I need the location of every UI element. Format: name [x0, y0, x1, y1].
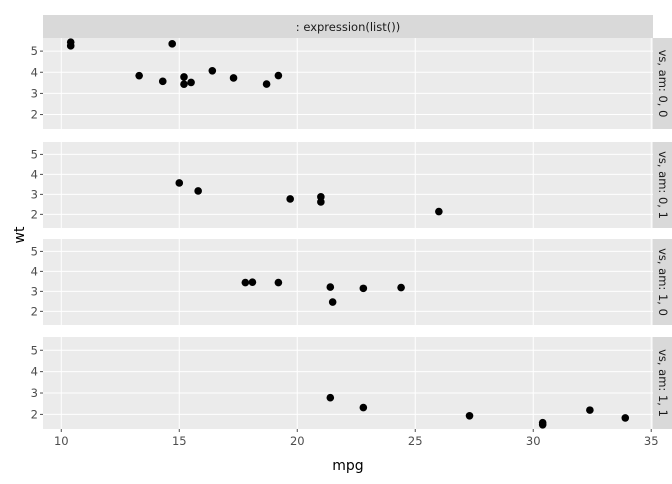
y-tick-label: 3 — [31, 86, 38, 100]
y-tick-label: 5 — [31, 147, 38, 161]
data-point — [229, 74, 238, 82]
x-tick-label: 10 — [54, 434, 69, 448]
top-strip — [43, 15, 653, 38]
y-tick-label: 4 — [31, 65, 38, 79]
data-point — [135, 71, 143, 80]
data-point — [274, 278, 283, 287]
facet-strip-label: vs, am: 0, 1 — [656, 151, 670, 219]
data-point — [194, 187, 202, 195]
data-point — [328, 298, 337, 306]
y-tick-label: 5 — [31, 343, 38, 357]
data-point — [621, 414, 630, 422]
y-tick-label: 2 — [31, 304, 38, 318]
panel-background — [43, 142, 653, 228]
data-point — [66, 38, 75, 46]
data-point — [241, 278, 250, 287]
y-tick-label: 3 — [31, 187, 38, 201]
panel-4: 2 3 4 5 vs, am: 1, 1 — [31, 337, 672, 429]
data-point — [168, 40, 176, 48]
data-point — [397, 283, 405, 292]
data-point — [180, 73, 188, 81]
data-point — [286, 195, 294, 203]
data-point — [435, 207, 443, 216]
y-tick-label: 4 — [31, 264, 38, 278]
top-strip-label: : expression(list()) — [296, 20, 400, 34]
panel-2: 2 3 4 5 vs, am: 0, 1 — [31, 142, 672, 228]
data-point — [326, 393, 335, 402]
panel-background — [43, 239, 653, 325]
y-tick-label: 4 — [31, 167, 38, 181]
y-tick-label: 2 — [31, 108, 38, 122]
data-point — [248, 278, 257, 286]
facet-strip-label: vs, am: 0, 0 — [656, 50, 670, 118]
data-point — [274, 71, 283, 80]
facet-strip-label: vs, am: 1, 1 — [656, 349, 670, 417]
y-tick-label: 3 — [31, 386, 38, 400]
data-point — [317, 193, 325, 201]
data-point — [326, 283, 335, 291]
facet-strip — [653, 337, 672, 429]
data-point — [180, 80, 188, 89]
x-tick-label: 15 — [172, 434, 187, 448]
panel-background — [43, 337, 653, 429]
data-point — [208, 66, 217, 75]
y-tick-label: 2 — [31, 407, 38, 421]
data-point — [262, 80, 271, 88]
x-tick-label: 20 — [290, 434, 305, 448]
data-point — [158, 77, 167, 86]
facet-strip — [653, 142, 672, 228]
x-tick-label: 35 — [644, 434, 659, 448]
y-tick-label: 3 — [31, 284, 38, 298]
data-point — [359, 403, 368, 412]
data-point — [586, 406, 594, 414]
facet-strip-label: vs, am: 1, 0 — [656, 248, 670, 316]
panel-3: 2 3 4 5 vs, am: 1, 0 — [31, 239, 672, 325]
data-point — [538, 421, 547, 429]
data-point — [187, 78, 195, 87]
x-tick-label: 25 — [408, 434, 423, 448]
facet-strip — [653, 239, 672, 325]
data-point — [175, 179, 184, 187]
data-point — [465, 411, 474, 420]
y-tick-label: 4 — [31, 365, 38, 379]
data-point — [359, 284, 368, 293]
facet-strip — [653, 38, 672, 129]
x-axis-title: mpg — [332, 458, 363, 474]
y-tick-label: 2 — [31, 207, 38, 221]
y-tick-label: 5 — [31, 244, 38, 258]
x-tick-label: 30 — [526, 434, 541, 448]
panel-1: 2 3 4 5 vs, am: 0, 0 — [31, 38, 672, 129]
panel-background — [43, 38, 653, 129]
y-axis-title: wt — [12, 226, 28, 243]
y-tick-label: 5 — [31, 44, 38, 58]
